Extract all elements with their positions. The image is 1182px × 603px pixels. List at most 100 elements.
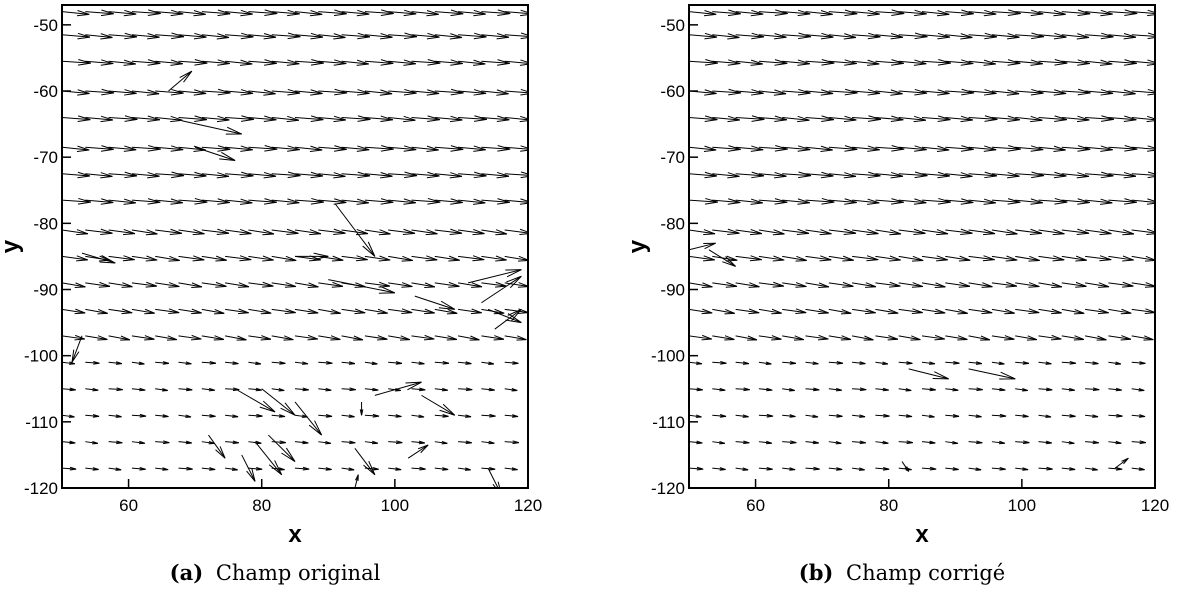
vector-arrow: [1108, 308, 1132, 315]
outlier-vector-arrow: [234, 388, 276, 413]
vector-arrow: [131, 33, 160, 40]
vector-arrow: [1108, 335, 1132, 341]
vector-arrow: [458, 59, 486, 66]
vector-arrow: [364, 281, 391, 288]
vector-arrow: [828, 440, 842, 445]
vector-arrow: [527, 147, 528, 148]
vector-arrow: [155, 361, 170, 365]
vector-arrow: [875, 9, 905, 17]
vector-arrow: [1085, 228, 1112, 236]
vector-arrow: [1038, 387, 1053, 392]
vector-arrow: [1038, 229, 1065, 236]
vector-arrow: [434, 335, 458, 341]
vector-arrow: [504, 361, 519, 365]
vector-arrow: [388, 88, 417, 96]
vector-arrow: [805, 115, 835, 122]
vector-arrow: [504, 388, 518, 392]
vector-arrow: [805, 255, 832, 262]
vector-arrow: [62, 115, 91, 122]
vector-arrow: [201, 172, 230, 179]
vector-arrow: [758, 308, 782, 315]
vector-arrow: [921, 282, 946, 288]
vector-arrow: [1108, 440, 1122, 445]
vector-arrow: [1015, 9, 1044, 17]
vector-arrow: [178, 89, 207, 96]
vector-arrow: [155, 414, 169, 418]
vector-arrow: [178, 115, 208, 122]
vector-arrow: [689, 171, 718, 179]
vector-arrow: [1154, 468, 1155, 469]
vector-arrow: [62, 361, 76, 365]
vector-arrow: [921, 361, 936, 365]
vector-arrow: [85, 360, 100, 365]
vector-arrow: [294, 115, 324, 122]
vector-arrow: [434, 145, 464, 152]
vector-arrow: [1154, 229, 1155, 231]
vector-arrow: [388, 115, 416, 123]
vector-arrow: [271, 198, 300, 205]
vector-arrow: [898, 361, 913, 365]
vector-arrow: [85, 228, 113, 235]
panel-b-caption-text: Champ corrigé: [846, 561, 1005, 585]
vector-arrow: [712, 387, 726, 392]
vector-arrow: [782, 361, 797, 365]
vector-arrow: [1061, 440, 1075, 445]
vector-arrow: [945, 145, 974, 152]
vector-arrow: [689, 466, 704, 471]
vector-arrow: [481, 145, 511, 152]
vector-arrow: [341, 32, 371, 40]
vector-arrow: [271, 308, 296, 315]
vector-arrow: [875, 33, 904, 40]
vector-arrow: [1154, 34, 1155, 36]
vector-arrow: [481, 9, 511, 17]
vector-arrow: [458, 9, 486, 17]
vector-arrow: [805, 32, 834, 40]
vector-arrow: [294, 334, 319, 341]
vector-arrow: [1131, 335, 1154, 341]
vector-arrow: [271, 414, 286, 418]
vector-arrow: [968, 440, 983, 445]
vector-arrow: [1085, 89, 1114, 96]
vector-arrow: [411, 414, 425, 418]
vector-arrow: [388, 198, 416, 205]
vector-arrow: [875, 466, 890, 471]
vector-arrow: [458, 308, 482, 315]
vector-arrow: [991, 466, 1006, 471]
vector-arrow: [108, 171, 138, 179]
vector-arrow: [108, 115, 138, 122]
outlier-vector-arrow: [359, 401, 364, 416]
vector-arrow: [434, 198, 463, 205]
vector-arrow: [1131, 467, 1145, 471]
vector-arrow: [481, 171, 510, 179]
vector-arrow: [828, 414, 843, 418]
vector-arrow: [968, 414, 982, 418]
y-tick-label: -60: [33, 82, 58, 101]
vector-arrow: [504, 255, 528, 262]
vector-arrow: [1108, 466, 1123, 471]
vector-arrow: [875, 440, 889, 445]
vector-arrow: [131, 413, 147, 418]
vector-arrow: [481, 413, 496, 418]
vector-arrow: [131, 255, 158, 262]
vector-arrow: [1131, 361, 1146, 365]
vector-arrow: [968, 171, 998, 179]
vector-arrow: [271, 88, 301, 96]
vector-arrow: [1108, 229, 1135, 236]
vector-arrow: [388, 335, 411, 341]
vector-arrow: [1061, 335, 1085, 341]
vector-arrow: [155, 171, 185, 179]
vector-arrow: [898, 171, 928, 179]
vector-arrow: [481, 115, 510, 123]
vector-arrow: [271, 228, 299, 236]
vector-arrow: [1038, 255, 1065, 262]
vector-arrow: [318, 360, 333, 365]
vector-arrow: [898, 32, 928, 40]
vector-arrow: [155, 282, 180, 288]
y-tick-label: -110: [652, 413, 685, 432]
vector-arrow: [991, 387, 1006, 392]
vector-arrow: [875, 413, 890, 418]
vector-arrow: [805, 9, 833, 17]
vector-arrow: [411, 171, 440, 179]
vector-arrow: [155, 145, 184, 152]
vector-arrow: [852, 89, 881, 96]
